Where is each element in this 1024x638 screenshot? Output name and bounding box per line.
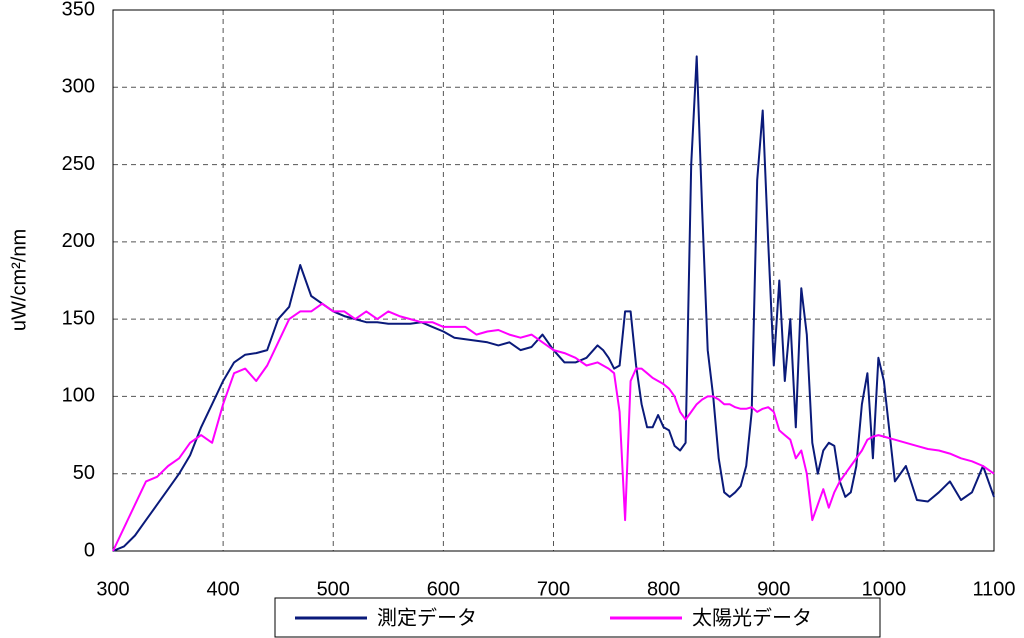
y-tick-label: 250 bbox=[62, 153, 95, 175]
x-tick-label: 900 bbox=[757, 578, 790, 600]
legend-label: 太陽光データ bbox=[692, 606, 812, 630]
series-line bbox=[112, 55, 995, 552]
x-tick-label: 400 bbox=[206, 578, 239, 600]
y-tick-label: 300 bbox=[62, 76, 95, 98]
y-tick-label: 350 bbox=[62, 0, 95, 20]
y-tick-label: 0 bbox=[84, 539, 95, 561]
y-axis-label: uW/cm²/nm bbox=[8, 229, 30, 331]
plot-border bbox=[112, 9, 995, 552]
legend-box bbox=[274, 597, 881, 638]
legend-label: 測定データ bbox=[377, 606, 477, 630]
y-tick-label: 100 bbox=[62, 385, 95, 407]
x-tick-label: 600 bbox=[427, 578, 460, 600]
series-line bbox=[112, 302, 995, 552]
y-tick-label: 200 bbox=[62, 230, 95, 252]
x-tick-label: 700 bbox=[537, 578, 570, 600]
x-tick-label: 300 bbox=[96, 578, 129, 600]
x-tick-label: 1100 bbox=[972, 578, 1015, 600]
y-tick-label: 150 bbox=[62, 307, 95, 329]
x-tick-label: 500 bbox=[317, 578, 350, 600]
y-tick-label: 50 bbox=[73, 462, 95, 484]
x-tick-label: 800 bbox=[647, 578, 680, 600]
x-tick-label: 1000 bbox=[862, 578, 907, 600]
